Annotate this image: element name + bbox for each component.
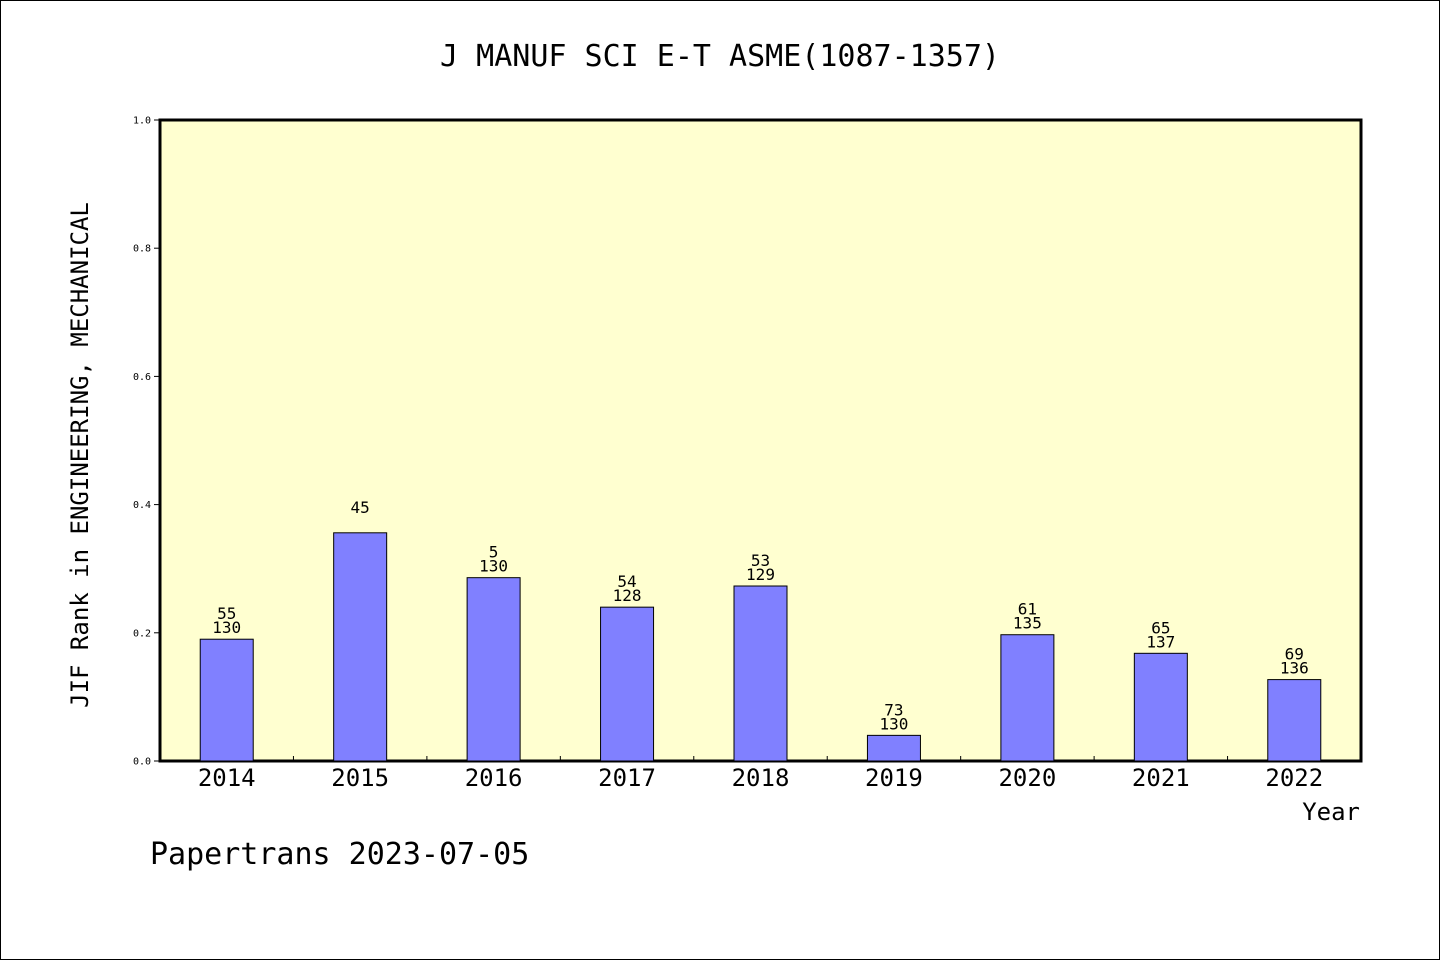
bar-label-total: 137 bbox=[1146, 632, 1175, 651]
y-tick-label: 0.6 bbox=[133, 372, 151, 383]
y-axis-label: JIF Rank in ENGINEERING, MECHANICAL bbox=[66, 202, 94, 708]
x-tick-label: 2021 bbox=[1132, 764, 1190, 792]
x-tick-label: 2018 bbox=[732, 764, 790, 792]
bar-2015 bbox=[333, 532, 388, 762]
x-tick-label: 2020 bbox=[998, 764, 1056, 792]
bar-label-rank: 69 bbox=[1285, 645, 1304, 664]
x-tick-label: 2022 bbox=[1265, 764, 1323, 792]
bar-label-total: 135 bbox=[1013, 614, 1042, 633]
bar-label-total: 130 bbox=[212, 618, 241, 637]
x-tick-label: 2015 bbox=[331, 764, 389, 792]
bar-label-rank: 45 bbox=[351, 498, 370, 517]
bar-label-total: 130 bbox=[479, 557, 508, 576]
x-axis-label: Year bbox=[1302, 798, 1360, 826]
bar-2020 bbox=[1000, 634, 1055, 762]
x-tick-label: 2014 bbox=[198, 764, 256, 792]
bar-label-rank: 61 bbox=[1018, 600, 1037, 619]
x-axis: 2014 2015 2016 2017 2018 2019 2020 2021 2022 bbox=[198, 756, 1323, 792]
bar-label-rank: 54 bbox=[617, 572, 636, 591]
y-tick-label: 0.4 bbox=[133, 500, 151, 511]
bar-2021 bbox=[1133, 652, 1188, 762]
bar-2018 bbox=[733, 585, 788, 762]
bar-2019 bbox=[866, 734, 921, 762]
bar-label-rank: 5 bbox=[489, 543, 499, 562]
bar-label-rank: 55 bbox=[217, 604, 236, 623]
x-tick-label: 2016 bbox=[465, 764, 523, 792]
bar-label-total: 129 bbox=[746, 565, 775, 584]
bar-label-rank: 73 bbox=[884, 700, 903, 719]
bar-label-rank: 65 bbox=[1151, 618, 1170, 637]
y-tick-label: 1.0 bbox=[133, 116, 151, 127]
bar-label-rank: 53 bbox=[751, 551, 770, 570]
x-tick-label: 2019 bbox=[865, 764, 923, 792]
y-axis: 0.0 0.2 0.4 0.6 0.8 1.0 bbox=[133, 116, 160, 768]
chart-title: J MANUF SCI E-T ASME(1087-1357) bbox=[440, 39, 1000, 74]
bar-label-total: 128 bbox=[613, 586, 642, 605]
y-tick-label: 0.0 bbox=[133, 757, 151, 768]
bar-2017 bbox=[600, 606, 655, 762]
bar-2022 bbox=[1267, 679, 1322, 762]
bar-2016 bbox=[466, 577, 521, 762]
y-tick-label: 0.8 bbox=[133, 244, 151, 255]
bar-2014 bbox=[199, 638, 254, 762]
x-tick-label: 2017 bbox=[598, 764, 656, 792]
bar-label-total: 130 bbox=[879, 714, 908, 733]
y-tick-label: 0.2 bbox=[133, 628, 151, 639]
footer-credit: Papertrans 2023-07-05 bbox=[150, 837, 529, 872]
bar-label-total: 136 bbox=[1280, 659, 1309, 678]
